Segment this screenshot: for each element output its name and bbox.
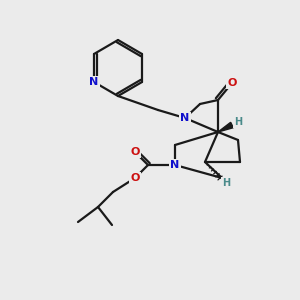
Text: N: N [89, 77, 99, 87]
Text: H: H [234, 117, 242, 127]
Text: N: N [180, 113, 190, 123]
Text: O: O [130, 173, 140, 183]
Text: N: N [170, 160, 180, 170]
Text: O: O [130, 147, 140, 157]
Text: H: H [222, 178, 230, 188]
Polygon shape [218, 122, 233, 132]
Text: O: O [227, 78, 237, 88]
